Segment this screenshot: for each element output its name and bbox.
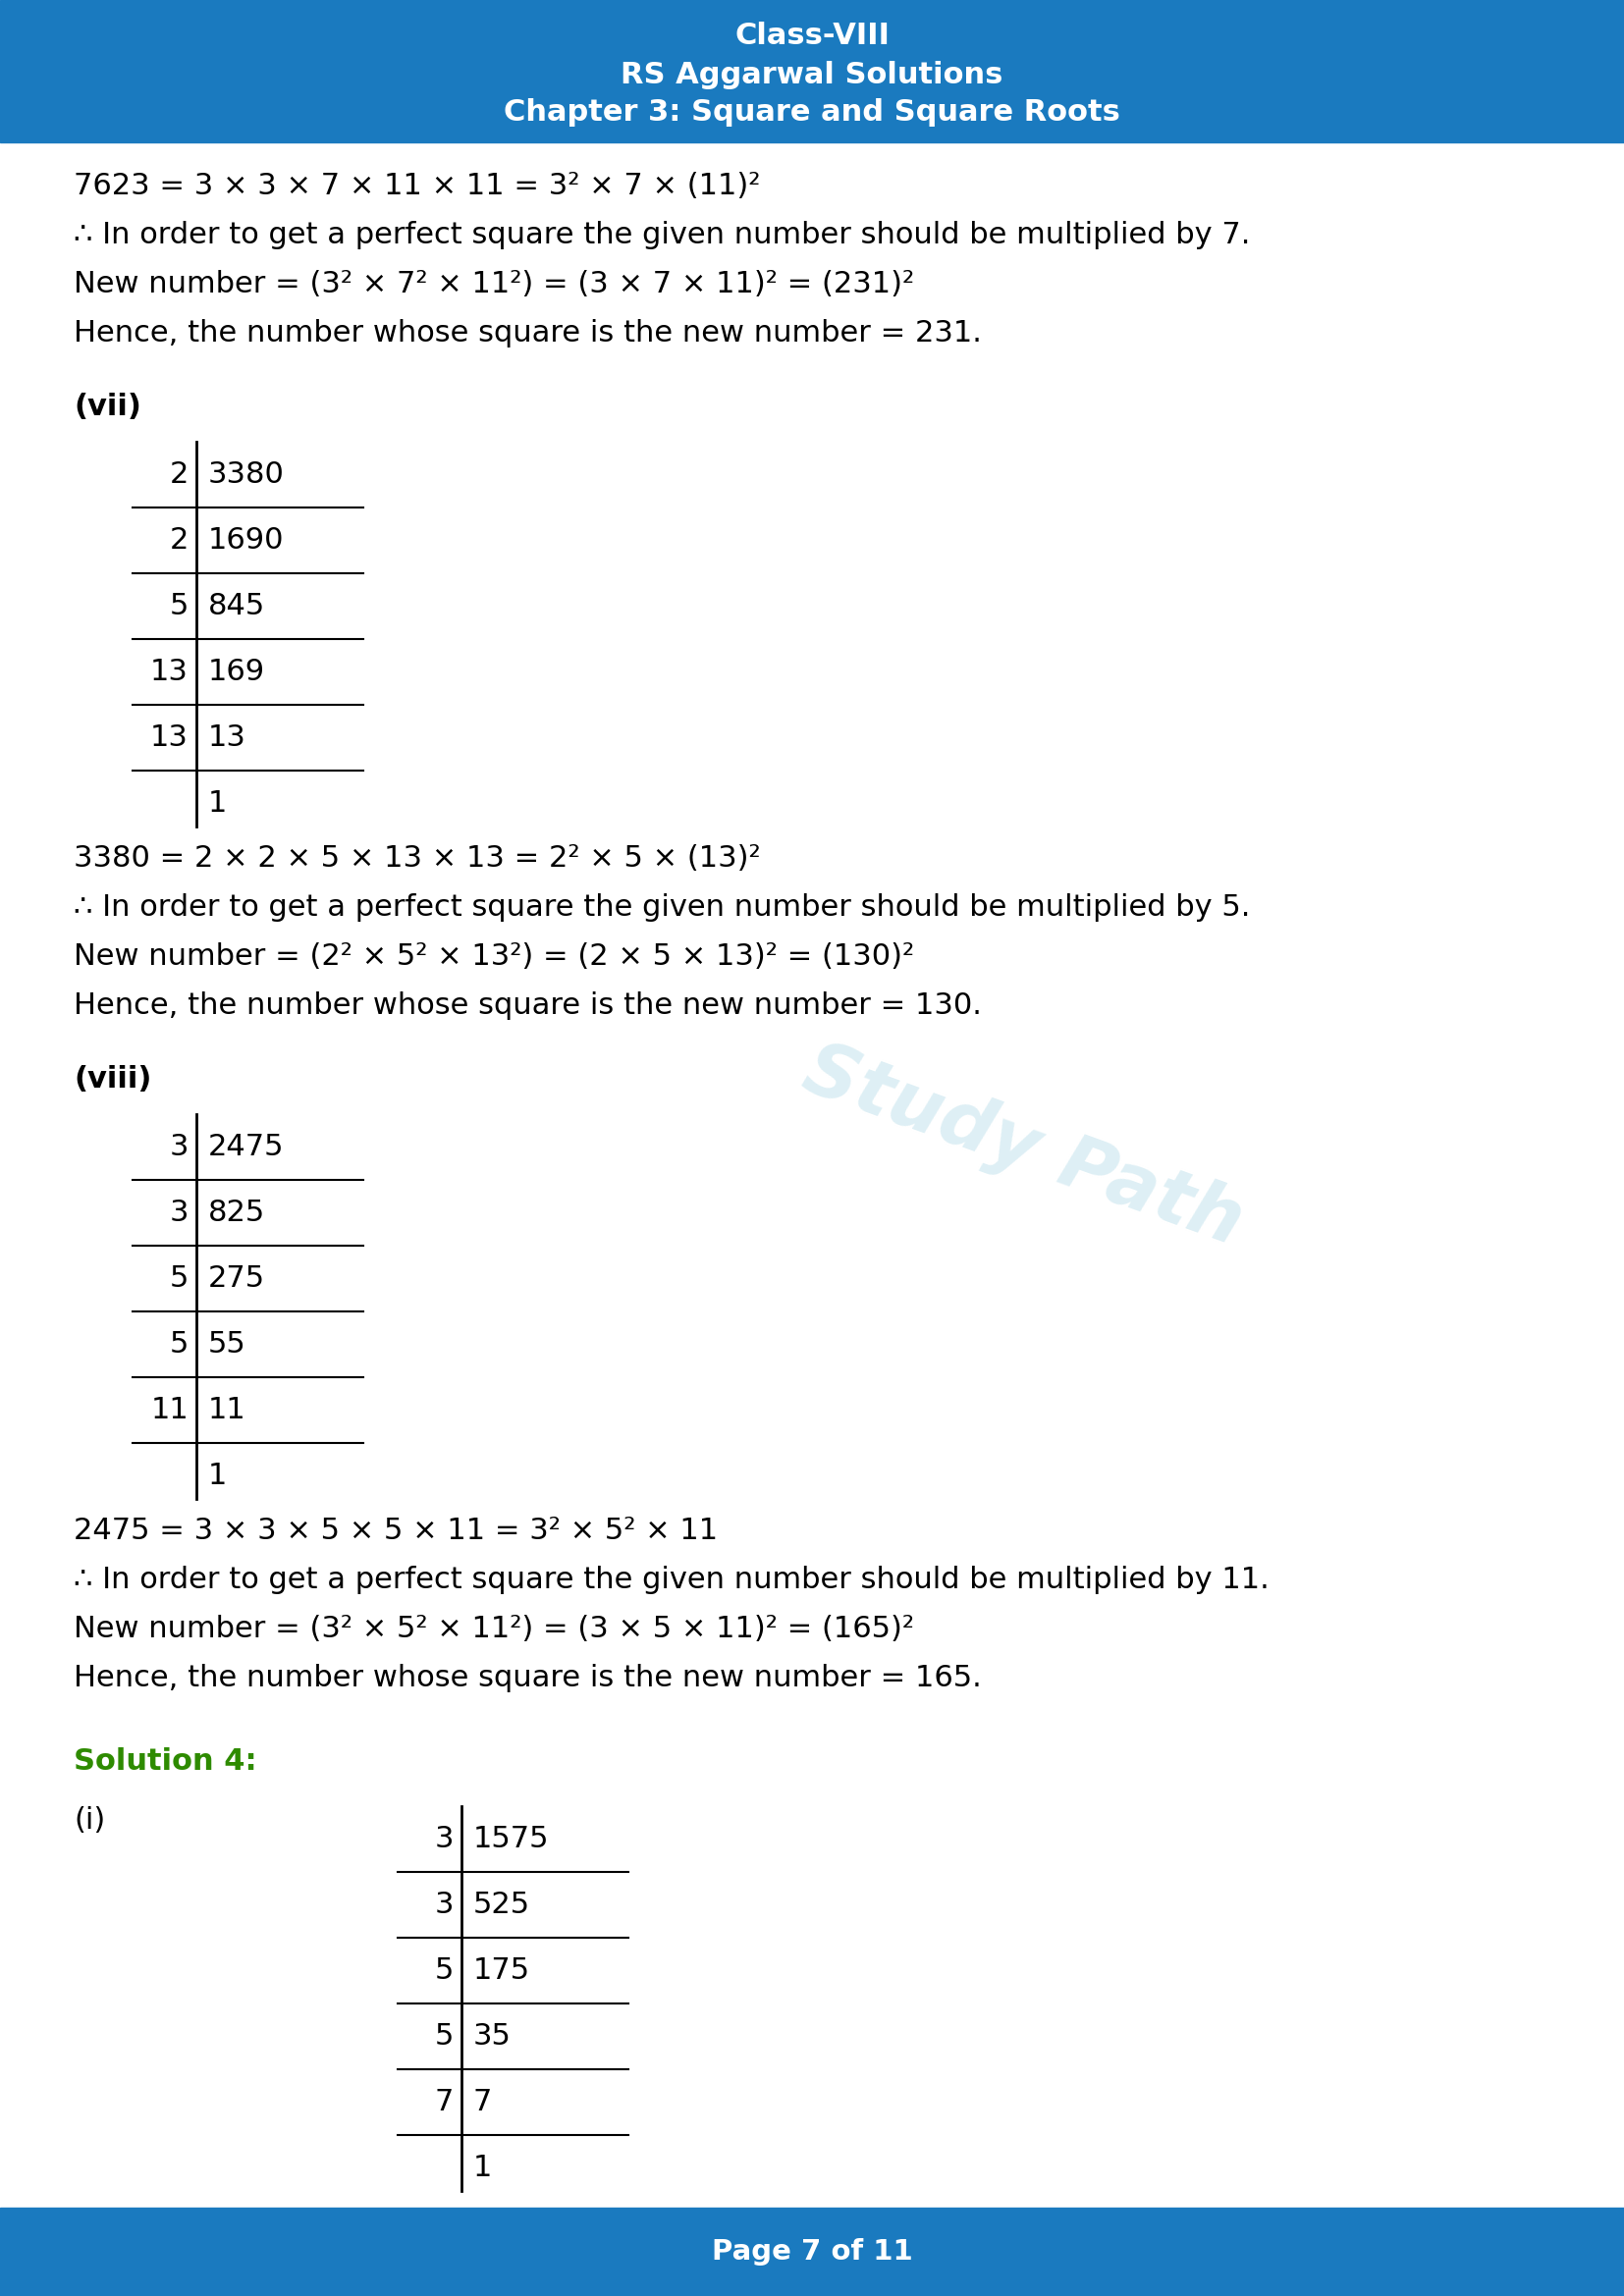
Text: RS Aggarwal Solutions: RS Aggarwal Solutions: [620, 62, 1004, 90]
Text: 35: 35: [473, 2023, 512, 2050]
Text: 1690: 1690: [208, 526, 284, 556]
Text: 5: 5: [169, 592, 188, 620]
Text: 13: 13: [208, 723, 247, 751]
Text: Study Path: Study Path: [794, 1035, 1252, 1261]
Text: 3380: 3380: [208, 461, 284, 489]
Text: New number = (2² × 5² × 13²) = (2 × 5 × 13)² = (130)²: New number = (2² × 5² × 13²) = (2 × 5 × …: [73, 941, 914, 971]
Text: Hence, the number whose square is the new number = 130.: Hence, the number whose square is the ne…: [73, 992, 983, 1019]
Text: ∴ In order to get a perfect square the given number should be multiplied by 7.: ∴ In order to get a perfect square the g…: [73, 220, 1250, 250]
Text: Solution 4:: Solution 4:: [73, 1747, 257, 1775]
Text: Chapter 3: Square and Square Roots: Chapter 3: Square and Square Roots: [503, 99, 1121, 126]
Text: New number = (3² × 7² × 11²) = (3 × 7 × 11)² = (231)²: New number = (3² × 7² × 11²) = (3 × 7 × …: [73, 271, 914, 298]
Text: 1575: 1575: [473, 1825, 549, 1853]
Text: ∴ In order to get a perfect square the given number should be multiplied by 5.: ∴ In order to get a perfect square the g…: [73, 893, 1250, 921]
Text: 2: 2: [169, 526, 188, 556]
Text: 825: 825: [208, 1199, 265, 1226]
Text: 5: 5: [435, 1956, 453, 1984]
Text: Hence, the number whose square is the new number = 165.: Hence, the number whose square is the ne…: [73, 1665, 981, 1692]
Text: Class-VIII: Class-VIII: [734, 21, 890, 51]
Text: 11: 11: [208, 1396, 247, 1424]
Text: 7: 7: [435, 2087, 453, 2117]
Text: 2475 = 3 × 3 × 5 × 5 × 11 = 3² × 5² × 11: 2475 = 3 × 3 × 5 × 5 × 11 = 3² × 5² × 11: [73, 1518, 718, 1545]
Text: 7623 = 3 × 3 × 7 × 11 × 11 = 3² × 7 × (11)²: 7623 = 3 × 3 × 7 × 11 × 11 = 3² × 7 × (1…: [73, 172, 760, 200]
Bar: [0, 2209, 1624, 2296]
Text: 1: 1: [208, 1463, 227, 1490]
Text: 55: 55: [208, 1329, 247, 1359]
Text: 3: 3: [435, 1890, 453, 1919]
Text: (i): (i): [73, 1807, 106, 1835]
Bar: [0, 0, 1624, 142]
Text: 525: 525: [473, 1890, 531, 1919]
Text: 13: 13: [151, 723, 188, 751]
Text: 3: 3: [169, 1199, 188, 1226]
Text: Page 7 of 11: Page 7 of 11: [711, 2239, 913, 2266]
Text: 5: 5: [169, 1329, 188, 1359]
Text: 5: 5: [435, 2023, 453, 2050]
Text: Hence, the number whose square is the new number = 231.: Hence, the number whose square is the ne…: [73, 319, 983, 347]
Text: 3: 3: [435, 1825, 453, 1853]
Text: 1: 1: [473, 2154, 492, 2181]
Text: 2: 2: [169, 461, 188, 489]
Text: 169: 169: [208, 657, 265, 687]
Text: 3380 = 2 × 2 × 5 × 13 × 13 = 2² × 5 × (13)²: 3380 = 2 × 2 × 5 × 13 × 13 = 2² × 5 × (1…: [73, 845, 760, 872]
Text: 11: 11: [151, 1396, 188, 1424]
Text: 3: 3: [169, 1132, 188, 1162]
Text: 5: 5: [169, 1265, 188, 1293]
Text: 13: 13: [151, 657, 188, 687]
Text: New number = (3² × 5² × 11²) = (3 × 5 × 11)² = (165)²: New number = (3² × 5² × 11²) = (3 × 5 × …: [73, 1614, 914, 1644]
Text: (viii): (viii): [73, 1065, 151, 1093]
Text: 175: 175: [473, 1956, 531, 1984]
Text: 1: 1: [208, 790, 227, 817]
Text: 275: 275: [208, 1265, 265, 1293]
Text: 7: 7: [473, 2087, 492, 2117]
Text: (vii): (vii): [73, 393, 141, 420]
Text: ∴ In order to get a perfect square the given number should be multiplied by 11.: ∴ In order to get a perfect square the g…: [73, 1566, 1270, 1593]
Text: 2475: 2475: [208, 1132, 284, 1162]
Text: 845: 845: [208, 592, 265, 620]
